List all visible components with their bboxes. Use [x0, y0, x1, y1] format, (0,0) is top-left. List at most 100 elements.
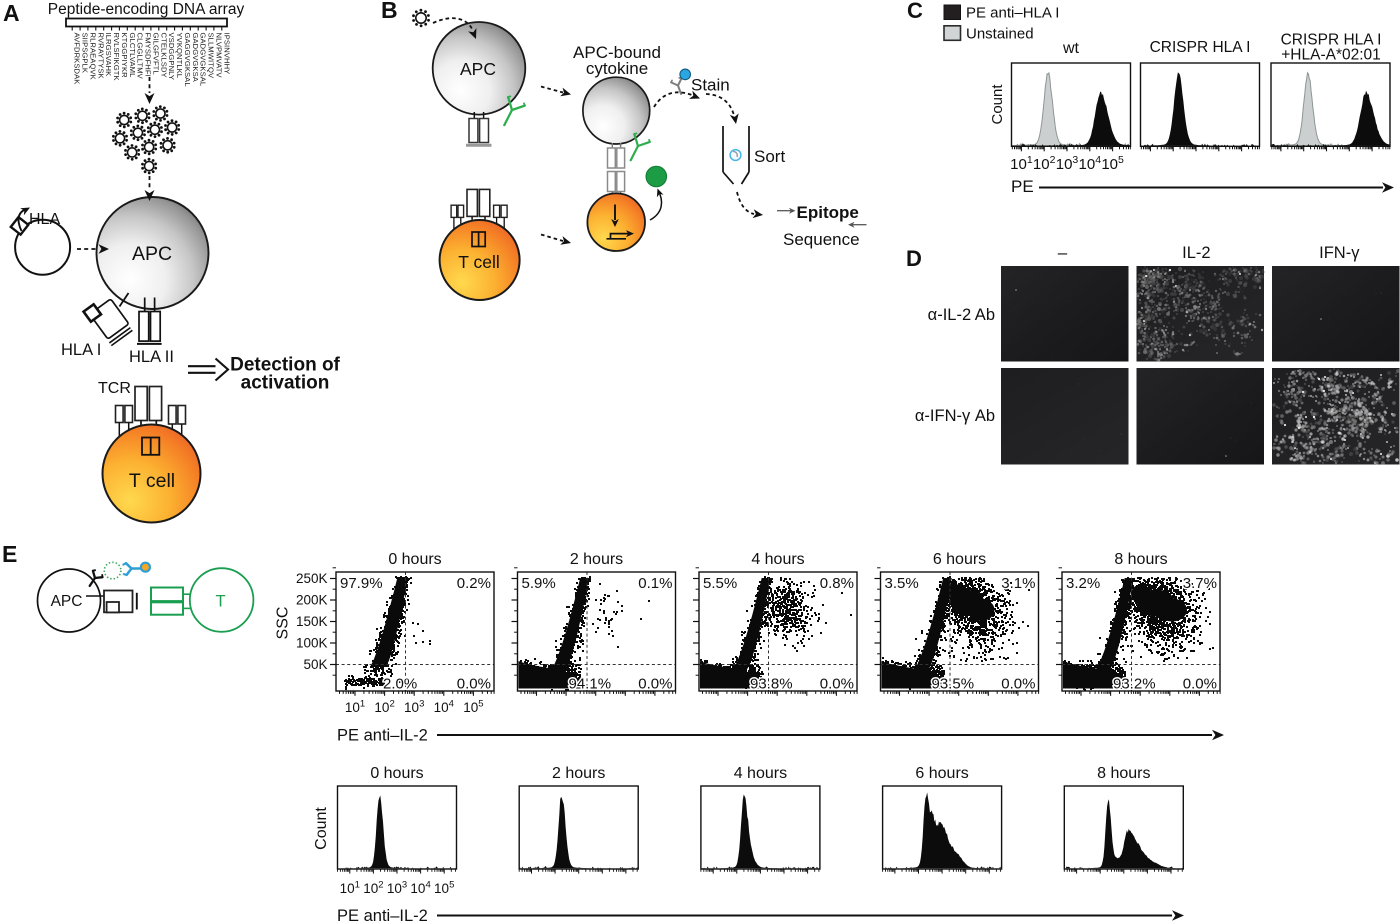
svg-text:Sort: Sort [754, 147, 785, 166]
svg-text:KTGGPIYKR: KTGGPIYKR [120, 33, 129, 79]
svg-text:0 hours: 0 hours [370, 765, 423, 782]
svg-text:0.0%: 0.0% [1183, 676, 1217, 693]
svg-text:Count: Count [989, 84, 1006, 125]
svg-text:GADGVGKSA: GADGVGKSA [191, 33, 200, 83]
svg-text:0.1%: 0.1% [638, 575, 672, 592]
svg-text:α-IFN-γ Ab: α-IFN-γ Ab [915, 407, 995, 425]
svg-text:PE anti–IL-2: PE anti–IL-2 [337, 907, 428, 924]
svg-text:IFN-γ: IFN-γ [1319, 244, 1360, 262]
svg-text:103: 103 [404, 699, 424, 716]
svg-text:cytokine: cytokine [586, 59, 648, 78]
svg-text:3.2%: 3.2% [1066, 575, 1100, 592]
svg-text:PE anti–IL-2: PE anti–IL-2 [337, 727, 428, 745]
svg-text:Peptide-encoding DNA array: Peptide-encoding DNA array [48, 1, 245, 18]
svg-text:0.0%: 0.0% [457, 676, 491, 693]
svg-text:104: 104 [1079, 154, 1102, 173]
svg-text:104: 104 [410, 880, 430, 897]
svg-text:Detection of: Detection of [230, 355, 340, 376]
svg-text:GILGFVFTL: GILGFVFTL [151, 33, 160, 75]
svg-text:0.0%: 0.0% [1001, 676, 1035, 693]
svg-text:RVLSFIKGTK: RVLSFIKGTK [112, 33, 121, 81]
svg-text:103: 103 [387, 880, 407, 897]
svg-text:GLCTLVAML: GLCTLVAML [128, 33, 137, 78]
svg-text:VSDGGPNLY: VSDGGPNLY [167, 33, 176, 81]
svg-text:94.1%: 94.1% [569, 676, 612, 693]
svg-text:Sequence: Sequence [783, 230, 860, 249]
svg-text:102: 102 [1033, 154, 1056, 173]
svg-text:0.0%: 0.0% [820, 676, 854, 693]
svg-text:activation: activation [241, 373, 330, 394]
svg-text:GAGGVGKSAL: GAGGVGKSAL [183, 33, 192, 87]
svg-text:93.2%: 93.2% [1113, 676, 1156, 693]
svg-text:8 hours: 8 hours [1097, 765, 1150, 782]
svg-text:6 hours: 6 hours [915, 765, 968, 782]
svg-text:TCR: TCR [98, 380, 131, 397]
svg-text:APC: APC [51, 593, 83, 610]
svg-text:CTELKLSDY: CTELKLSDY [159, 33, 168, 78]
svg-text:2.0%: 2.0% [383, 676, 417, 693]
svg-text:CLGGLLTMV: CLGGLLTMV [136, 33, 145, 80]
svg-text:8 hours: 8 hours [1114, 551, 1167, 568]
svg-text:101: 101 [345, 699, 365, 716]
svg-text:Unstained: Unstained [966, 25, 1034, 42]
svg-text:HLA II: HLA II [129, 348, 174, 366]
svg-text:104: 104 [434, 699, 454, 716]
svg-text:IPSINVHHY: IPSINVHHY [222, 33, 231, 75]
svg-text:102: 102 [363, 880, 383, 897]
svg-text:IL-2: IL-2 [1182, 244, 1210, 262]
svg-text:PE: PE [1011, 177, 1034, 196]
svg-text:93.8%: 93.8% [750, 676, 793, 693]
svg-text:5.9%: 5.9% [522, 575, 556, 592]
svg-text:2 hours: 2 hours [570, 551, 623, 568]
svg-text:–: – [1058, 243, 1068, 262]
svg-text:6 hours: 6 hours [933, 551, 986, 568]
svg-text:CRISPR HLA I: CRISPR HLA I [1281, 32, 1382, 49]
svg-text:RVRAYTYSK: RVRAYTYSK [96, 33, 105, 79]
svg-text:Count: Count [313, 807, 330, 850]
svg-text:B: B [381, 0, 398, 23]
svg-text:100K: 100K [296, 636, 328, 651]
svg-text:PE anti–HLA I: PE anti–HLA I [966, 5, 1059, 22]
svg-text:101: 101 [340, 880, 360, 897]
svg-text:HLA: HLA [29, 211, 60, 228]
svg-text:FMYSDFHFI: FMYSDFHFI [144, 33, 153, 77]
svg-text:50K: 50K [303, 657, 327, 672]
svg-text:ILRGSVAHK: ILRGSVAHK [104, 33, 113, 77]
svg-text:RLRAEAQVK: RLRAEAQVK [88, 33, 97, 80]
svg-text:wt: wt [1062, 40, 1080, 57]
svg-text:T cell: T cell [458, 252, 500, 272]
svg-text:APC: APC [132, 243, 172, 265]
svg-text:APC: APC [460, 59, 496, 79]
svg-text:105: 105 [434, 880, 454, 897]
svg-text:APC-bound: APC-bound [573, 43, 661, 62]
svg-text:AVFDRKSDAK: AVFDRKSDAK [73, 33, 82, 85]
svg-text:0 hours: 0 hours [388, 551, 441, 568]
svg-text:SSC: SSC [275, 607, 292, 640]
svg-text:101: 101 [1010, 154, 1033, 173]
svg-text:0.8%: 0.8% [820, 575, 854, 592]
svg-text:Epitope: Epitope [797, 203, 859, 222]
svg-text:A: A [3, 0, 20, 26]
svg-text:200K: 200K [296, 593, 328, 608]
svg-text:α-IL-2 Ab: α-IL-2 Ab [928, 306, 995, 324]
svg-text:103: 103 [1056, 154, 1079, 173]
svg-text:D: D [906, 246, 922, 271]
svg-text:3.1%: 3.1% [1001, 575, 1035, 592]
svg-text:Stain: Stain [691, 76, 730, 95]
svg-text:SIIPSGPLK: SIIPSGPLK [81, 33, 90, 74]
svg-text:+HLA-A*02:01: +HLA-A*02:01 [1281, 47, 1381, 64]
svg-text:105: 105 [463, 699, 483, 716]
svg-text:102: 102 [374, 699, 394, 716]
svg-text:2 hours: 2 hours [552, 765, 605, 782]
svg-text:5.5%: 5.5% [703, 575, 737, 592]
svg-text:150K: 150K [296, 614, 328, 629]
svg-text:C: C [907, 0, 923, 23]
svg-text:YVKQNTLKL: YVKQNTLKL [175, 33, 184, 79]
svg-text:93.5%: 93.5% [932, 676, 975, 693]
svg-text:T: T [215, 593, 225, 611]
svg-text:CRISPR HLA I: CRISPR HLA I [1150, 39, 1251, 56]
svg-text:250K: 250K [296, 571, 328, 586]
svg-text:105: 105 [1101, 154, 1124, 173]
svg-text:T cell: T cell [129, 470, 175, 492]
svg-text:4 hours: 4 hours [734, 765, 787, 782]
